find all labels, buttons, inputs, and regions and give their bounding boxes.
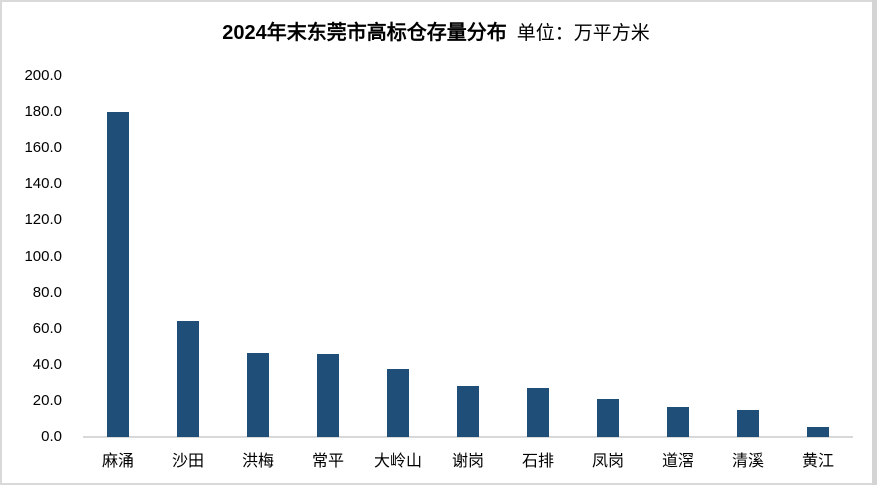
x-axis-category-label: 凤岗	[591, 453, 624, 470]
x-axis-category-label: 沙田	[171, 453, 204, 470]
y-axis-tick-label: 0.0	[41, 428, 62, 445]
bar-谢岗	[457, 386, 479, 437]
y-axis-tick-label: 80.0	[32, 283, 62, 301]
x-axis-category-label: 洪梅	[241, 453, 274, 470]
x-axis-category-label: 石排	[521, 453, 554, 470]
x-axis-category-label: 谢岗	[451, 453, 484, 470]
frame-border-top	[0, 0, 877, 2]
bar-黄江	[807, 427, 829, 437]
x-axis-category-label: 大岭山	[373, 453, 422, 470]
bar-道滘	[667, 407, 689, 437]
y-axis-tick-label: 120.0	[24, 211, 62, 229]
y-axis-tick-label: 40.0	[32, 355, 62, 373]
y-axis-tick-label: 160.0	[24, 139, 62, 157]
x-axis-category-label: 道滘	[661, 453, 694, 470]
bar-常平	[317, 354, 339, 437]
y-axis-tick-label: 20.0	[32, 391, 62, 409]
bar-清溪	[737, 410, 759, 437]
frame-border-left	[0, 0, 2, 485]
chart-title: 2024年末东莞市高标仓存量分布 单位：万平方米	[0, 20, 872, 47]
bar-石排	[527, 388, 549, 437]
x-axis-category-label: 常平	[311, 453, 344, 470]
chart-title-unit-label: 单位：万平方米	[516, 23, 650, 44]
frame-border-bottom	[0, 483, 877, 485]
x-axis-line	[83, 436, 853, 438]
x-axis-category-label: 麻涌	[101, 453, 134, 470]
bar-麻涌	[107, 112, 129, 437]
bar-洪梅	[247, 353, 269, 437]
y-axis-tick-label: 140.0	[24, 175, 62, 193]
y-axis-tick-label: 60.0	[32, 319, 62, 337]
bar-凤岗	[597, 399, 619, 437]
y-axis-tick-label: 180.0	[24, 103, 62, 121]
y-axis-tick-label: 100.0	[24, 247, 62, 265]
bar-沙田	[177, 321, 199, 437]
x-axis-category-label: 清溪	[731, 453, 764, 470]
y-axis-tick-label: 200.0	[24, 67, 62, 84]
chart-title-main: 2024年末东莞市高标仓存量分布	[222, 22, 507, 44]
bar-大岭山	[387, 369, 409, 437]
frame-border-right	[872, 0, 877, 485]
x-axis-category-label: 黄江	[801, 453, 834, 470]
